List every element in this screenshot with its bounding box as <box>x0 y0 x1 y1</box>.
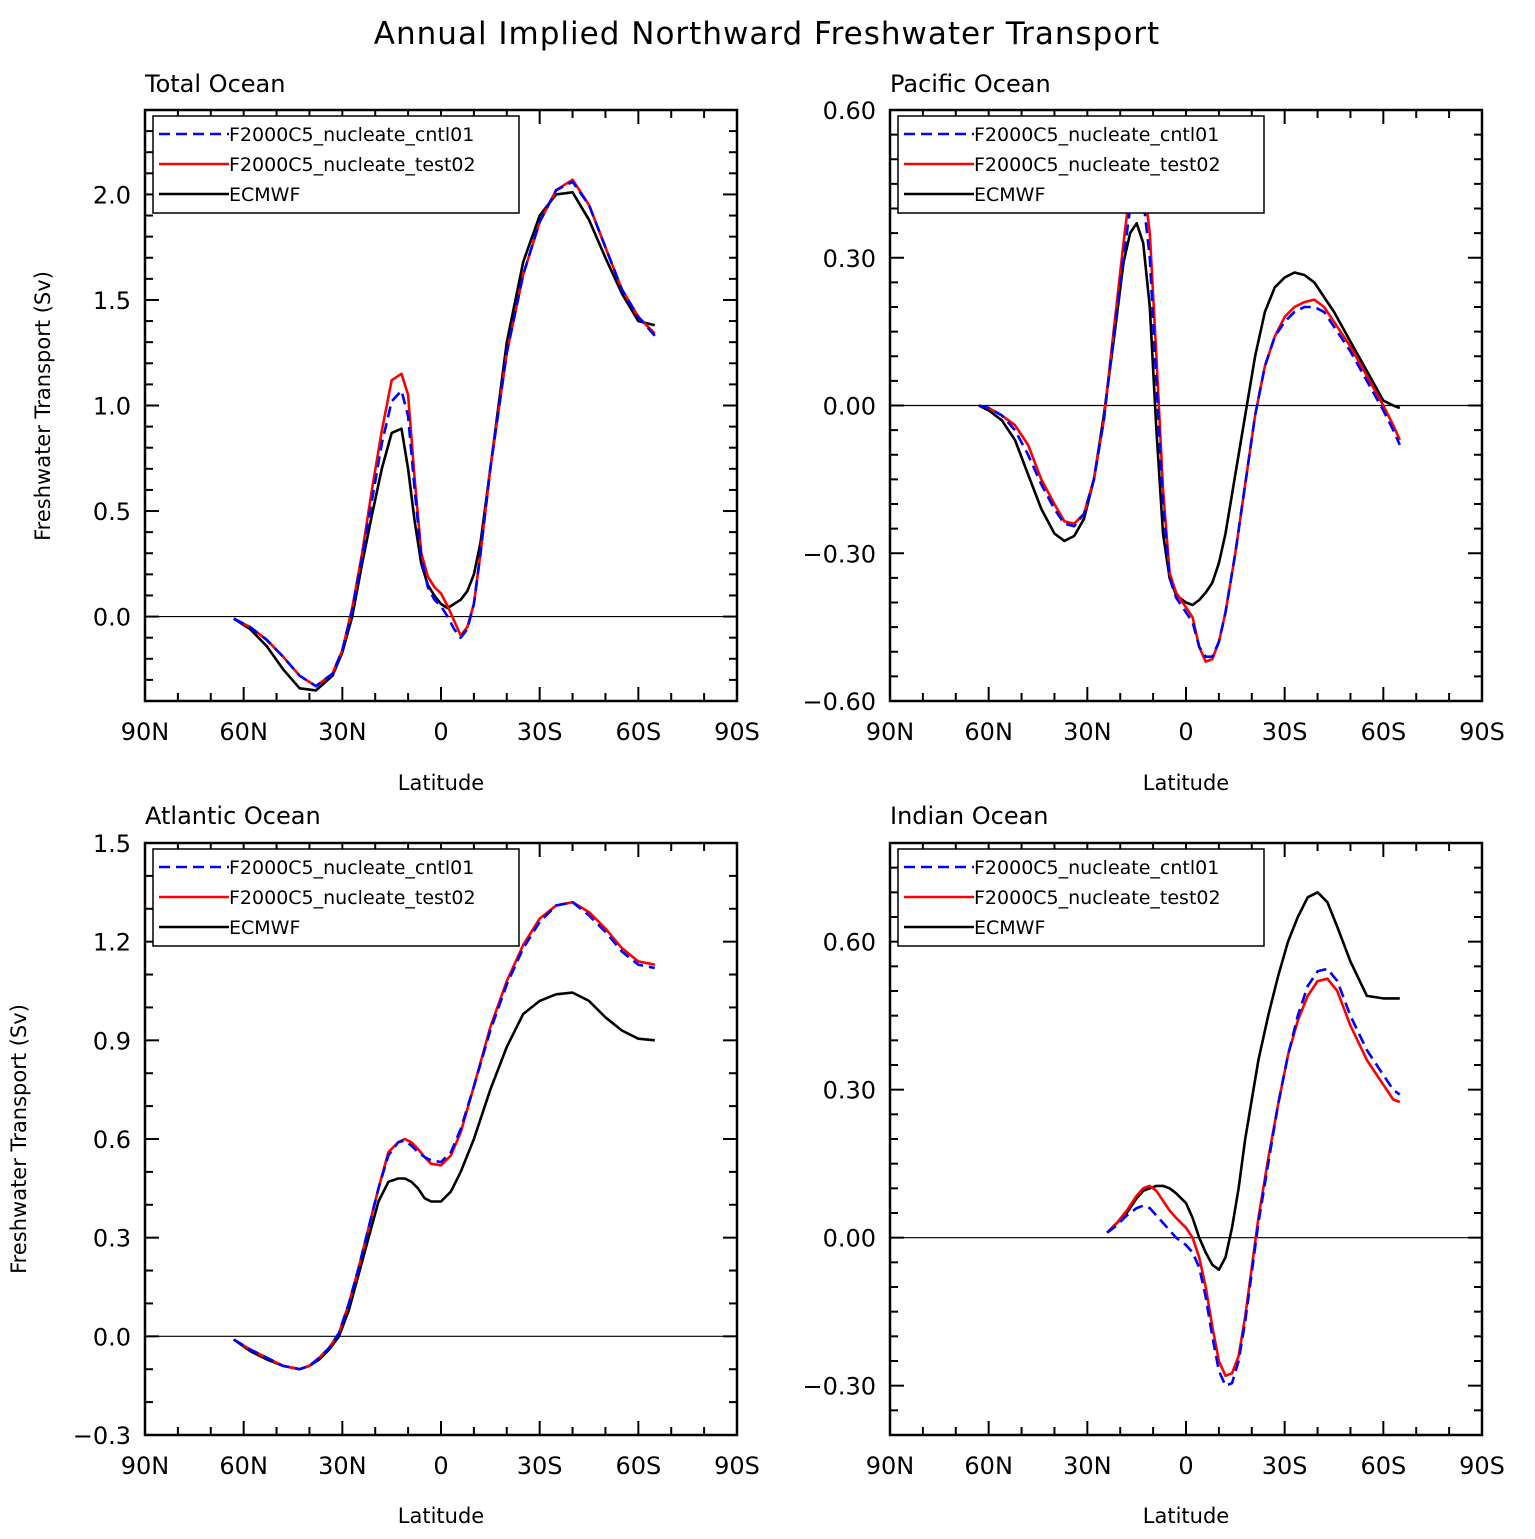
x-tick-label: 0 <box>433 718 448 746</box>
x-tick-label: 30S <box>517 718 563 746</box>
test-series-line <box>1106 977 1401 1378</box>
y-tick-label: 2.0 <box>93 181 131 209</box>
panel-title: Pacific Ocean <box>890 70 1051 98</box>
cntl-series-line <box>233 900 656 1371</box>
x-tick-label: 30N <box>1063 1452 1112 1480</box>
ecmwf-series-line <box>233 191 656 692</box>
legend: F2000C5_nucleate_cntl01 F2000C5_nucleate_… <box>897 848 1265 947</box>
panel-total-ocean: Total Ocean Freshwater Transport (Sv) La… <box>31 70 760 795</box>
x-tick-label: 90N <box>866 1452 915 1480</box>
test-series-line <box>233 900 656 1371</box>
cntl-series-line <box>1106 967 1401 1387</box>
y-axis-label: Freshwater Transport (Sv) <box>31 271 55 541</box>
y-tick-label: 0.30 <box>823 245 876 273</box>
x-tick-label: 30S <box>1262 1452 1308 1480</box>
y-axis-label: Freshwater Transport (Sv) <box>7 1004 31 1274</box>
legend-label: F2000C5_nucleate_cntl01 <box>229 124 474 146</box>
figure-title: Annual Implied Northward Freshwater Tran… <box>374 16 1160 52</box>
y-tick-label: −0.3 <box>73 1422 131 1450</box>
y-tick-label: 0.5 <box>93 498 131 526</box>
y-tick-label: 0.3 <box>93 1225 131 1253</box>
x-tick-label: 30N <box>318 718 367 746</box>
y-tick-label: 0.30 <box>823 1077 876 1105</box>
x-tick-label: 60N <box>964 718 1013 746</box>
x-axis-label: Latitude <box>398 771 484 795</box>
y-tick-label: 1.0 <box>93 393 131 421</box>
x-tick-label: 30S <box>517 1452 563 1480</box>
y-tick-label: 0.9 <box>93 1027 131 1055</box>
x-axis-label: Latitude <box>398 1504 484 1528</box>
x-tick-label: 0 <box>1178 1452 1193 1480</box>
ecmwf-series-line <box>233 991 655 1371</box>
x-axis-label: Latitude <box>1143 771 1229 795</box>
x-tick-label: 90S <box>1459 1452 1505 1480</box>
y-tick-label: 0.0 <box>93 1323 131 1351</box>
x-axis-label: Latitude <box>1143 1504 1229 1528</box>
legend-label: F2000C5_nucleate_test02 <box>229 154 476 176</box>
panel-title: Atlantic Ocean <box>145 802 321 830</box>
legend: F2000C5_nucleate_cntl01 F2000C5_nucleate_… <box>152 848 520 947</box>
ecmwf-series-line <box>1106 890 1400 1271</box>
x-tick-label: 60S <box>615 1452 661 1480</box>
test-series-line <box>978 162 1401 663</box>
x-tick-label: 90S <box>714 1452 760 1480</box>
legend: F2000C5_nucleate_cntl01 F2000C5_nucleate_… <box>152 115 520 214</box>
x-tick-label: 60N <box>219 1452 268 1480</box>
x-tick-label: 60N <box>964 1452 1013 1480</box>
y-tick-label: −0.30 <box>802 540 876 568</box>
x-tick-label: 60S <box>615 718 661 746</box>
legend-label: F2000C5_nucleate_cntl01 <box>229 857 474 879</box>
y-tick-label: 1.5 <box>93 830 131 858</box>
y-tick-label: 0.00 <box>823 1225 876 1253</box>
y-tick-label: 0.0 <box>93 604 131 632</box>
y-tick-label: 0.60 <box>823 97 876 125</box>
x-tick-label: 90S <box>1459 718 1505 746</box>
panel-indian-ocean: Indian Ocean Latitude 90N 60N 30N 0 30S 60S 90… <box>802 802 1504 1528</box>
x-tick-label: 60S <box>1360 1452 1406 1480</box>
x-tick-label: 30S <box>1262 718 1308 746</box>
y-tick-label: −0.60 <box>802 688 876 716</box>
y-tick-label: 1.5 <box>93 287 131 315</box>
legend-label: F2000C5_nucleate_cntl01 <box>974 857 1219 879</box>
y-tick-label: −0.30 <box>802 1373 876 1401</box>
legend-label: ECMWF <box>974 184 1045 206</box>
legend-label: ECMWF <box>229 184 300 206</box>
x-tick-label: 90N <box>121 1452 170 1480</box>
x-tick-label: 60S <box>1360 718 1406 746</box>
legend-label: ECMWF <box>974 917 1045 939</box>
x-tick-label: 90N <box>121 718 170 746</box>
panel-atlantic-ocean: Atlantic Ocean Freshwater Transport (Sv)… <box>7 802 760 1528</box>
panel-title: Total Ocean <box>144 70 285 98</box>
legend-label: F2000C5_nucleate_cntl01 <box>974 124 1219 146</box>
legend-label: ECMWF <box>229 917 300 939</box>
cntl-series-line <box>978 177 1401 659</box>
x-tick-label: 0 <box>1178 718 1193 746</box>
x-tick-label: 60N <box>219 718 268 746</box>
legend-label: F2000C5_nucleate_test02 <box>974 887 1221 909</box>
y-tick-label: 0.00 <box>823 393 876 421</box>
y-tick-label: 0.6 <box>93 1126 131 1154</box>
x-tick-label: 0 <box>433 1452 448 1480</box>
legend-label: F2000C5_nucleate_test02 <box>974 154 1221 176</box>
y-tick-label: 1.2 <box>93 929 131 957</box>
x-tick-label: 30N <box>1063 718 1112 746</box>
legend: F2000C5_nucleate_cntl01 F2000C5_nucleate_… <box>897 115 1265 214</box>
panel-pacific-ocean: Pacific Ocean Latitude 90N 60N 30N 0 30S 60S 9… <box>802 70 1504 795</box>
x-tick-label: 90N <box>866 718 915 746</box>
x-tick-label: 30N <box>318 1452 367 1480</box>
y-tick-label: 0.60 <box>823 929 876 957</box>
cntl-series-line <box>233 180 656 688</box>
x-tick-label: 90S <box>714 718 760 746</box>
ecmwf-series-line <box>978 222 1401 607</box>
panel-title: Indian Ocean <box>890 802 1049 830</box>
legend-box <box>152 115 520 214</box>
legend-label: F2000C5_nucleate_test02 <box>229 887 476 909</box>
